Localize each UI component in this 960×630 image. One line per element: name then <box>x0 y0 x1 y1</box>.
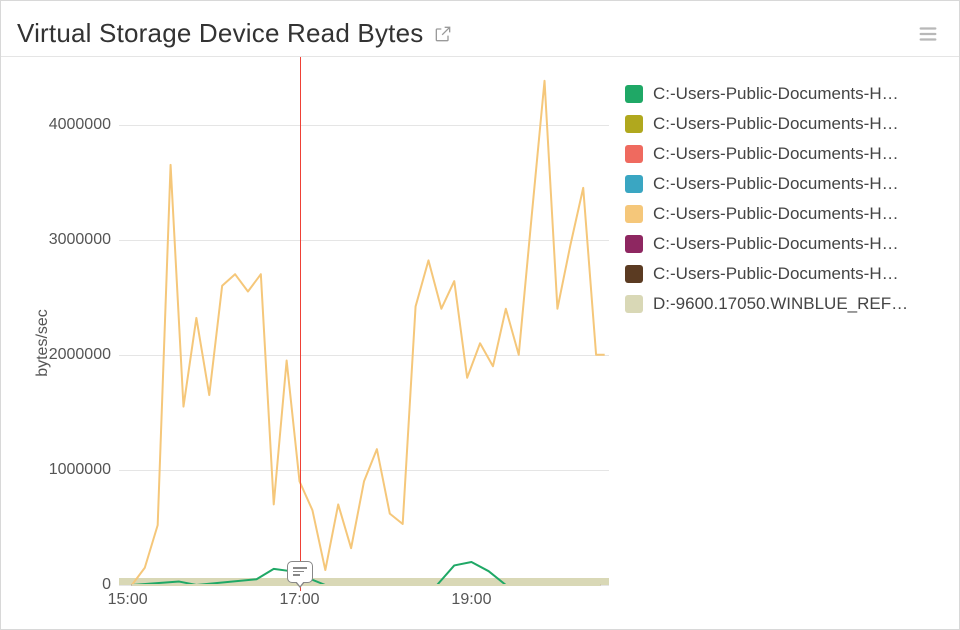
legend-swatch <box>625 205 643 223</box>
plot-region[interactable]: 0100000020000003000000400000015:0017:001… <box>119 67 609 585</box>
legend-item[interactable]: D:-9600.17050.WINBLUE_REF… <box>625 289 945 319</box>
legend-item[interactable]: C:-Users-Public-Documents-H… <box>625 259 945 289</box>
hamburger-menu-icon[interactable] <box>913 19 943 49</box>
x-tick-label: 15:00 <box>108 591 148 609</box>
x-tick-label: 17:00 <box>279 591 319 609</box>
legend-label: C:-Users-Public-Documents-H… <box>653 204 899 224</box>
series-line[interactable] <box>132 562 601 585</box>
legend-swatch <box>625 115 643 133</box>
legend-label: D:-9600.17050.WINBLUE_REF… <box>653 294 908 314</box>
legend-label: C:-Users-Public-Documents-H… <box>653 114 899 134</box>
popout-icon[interactable] <box>433 24 453 44</box>
legend-swatch <box>625 265 643 283</box>
legend-label: C:-Users-Public-Documents-H… <box>653 144 899 164</box>
chart-panel: Virtual Storage Device Read Bytes bytes/… <box>0 0 960 630</box>
y-tick-label: 1000000 <box>49 461 111 479</box>
x-tick-label: 19:00 <box>451 591 491 609</box>
legend-label: C:-Users-Public-Documents-H… <box>653 264 899 284</box>
panel-title: Virtual Storage Device Read Bytes <box>17 18 423 49</box>
legend-label: C:-Users-Public-Documents-H… <box>653 174 899 194</box>
legend-item[interactable]: C:-Users-Public-Documents-H… <box>625 199 945 229</box>
annotation-icon[interactable] <box>287 561 313 583</box>
legend-label: C:-Users-Public-Documents-H… <box>653 84 899 104</box>
time-marker-line[interactable] <box>300 57 302 591</box>
legend-label: C:-Users-Public-Documents-H… <box>653 234 899 254</box>
legend-swatch <box>625 145 643 163</box>
chart-area: bytes/sec 010000002000000300000040000001… <box>1 57 959 629</box>
panel-header: Virtual Storage Device Read Bytes <box>1 1 959 57</box>
y-axis-label: bytes/sec <box>34 309 52 377</box>
legend-swatch <box>625 235 643 253</box>
legend-item[interactable]: C:-Users-Public-Documents-H… <box>625 169 945 199</box>
y-tick-label: 2000000 <box>49 346 111 364</box>
series-layer <box>119 67 609 585</box>
series-line[interactable] <box>132 81 605 585</box>
legend: C:-Users-Public-Documents-H… C:-Users-Pub… <box>625 79 945 319</box>
legend-item[interactable]: C:-Users-Public-Documents-H… <box>625 109 945 139</box>
legend-item[interactable]: C:-Users-Public-Documents-H… <box>625 139 945 169</box>
legend-swatch <box>625 295 643 313</box>
legend-item[interactable]: C:-Users-Public-Documents-H… <box>625 229 945 259</box>
legend-swatch <box>625 85 643 103</box>
y-tick-label: 4000000 <box>49 116 111 134</box>
legend-swatch <box>625 175 643 193</box>
y-tick-label: 3000000 <box>49 231 111 249</box>
legend-item[interactable]: C:-Users-Public-Documents-H… <box>625 79 945 109</box>
